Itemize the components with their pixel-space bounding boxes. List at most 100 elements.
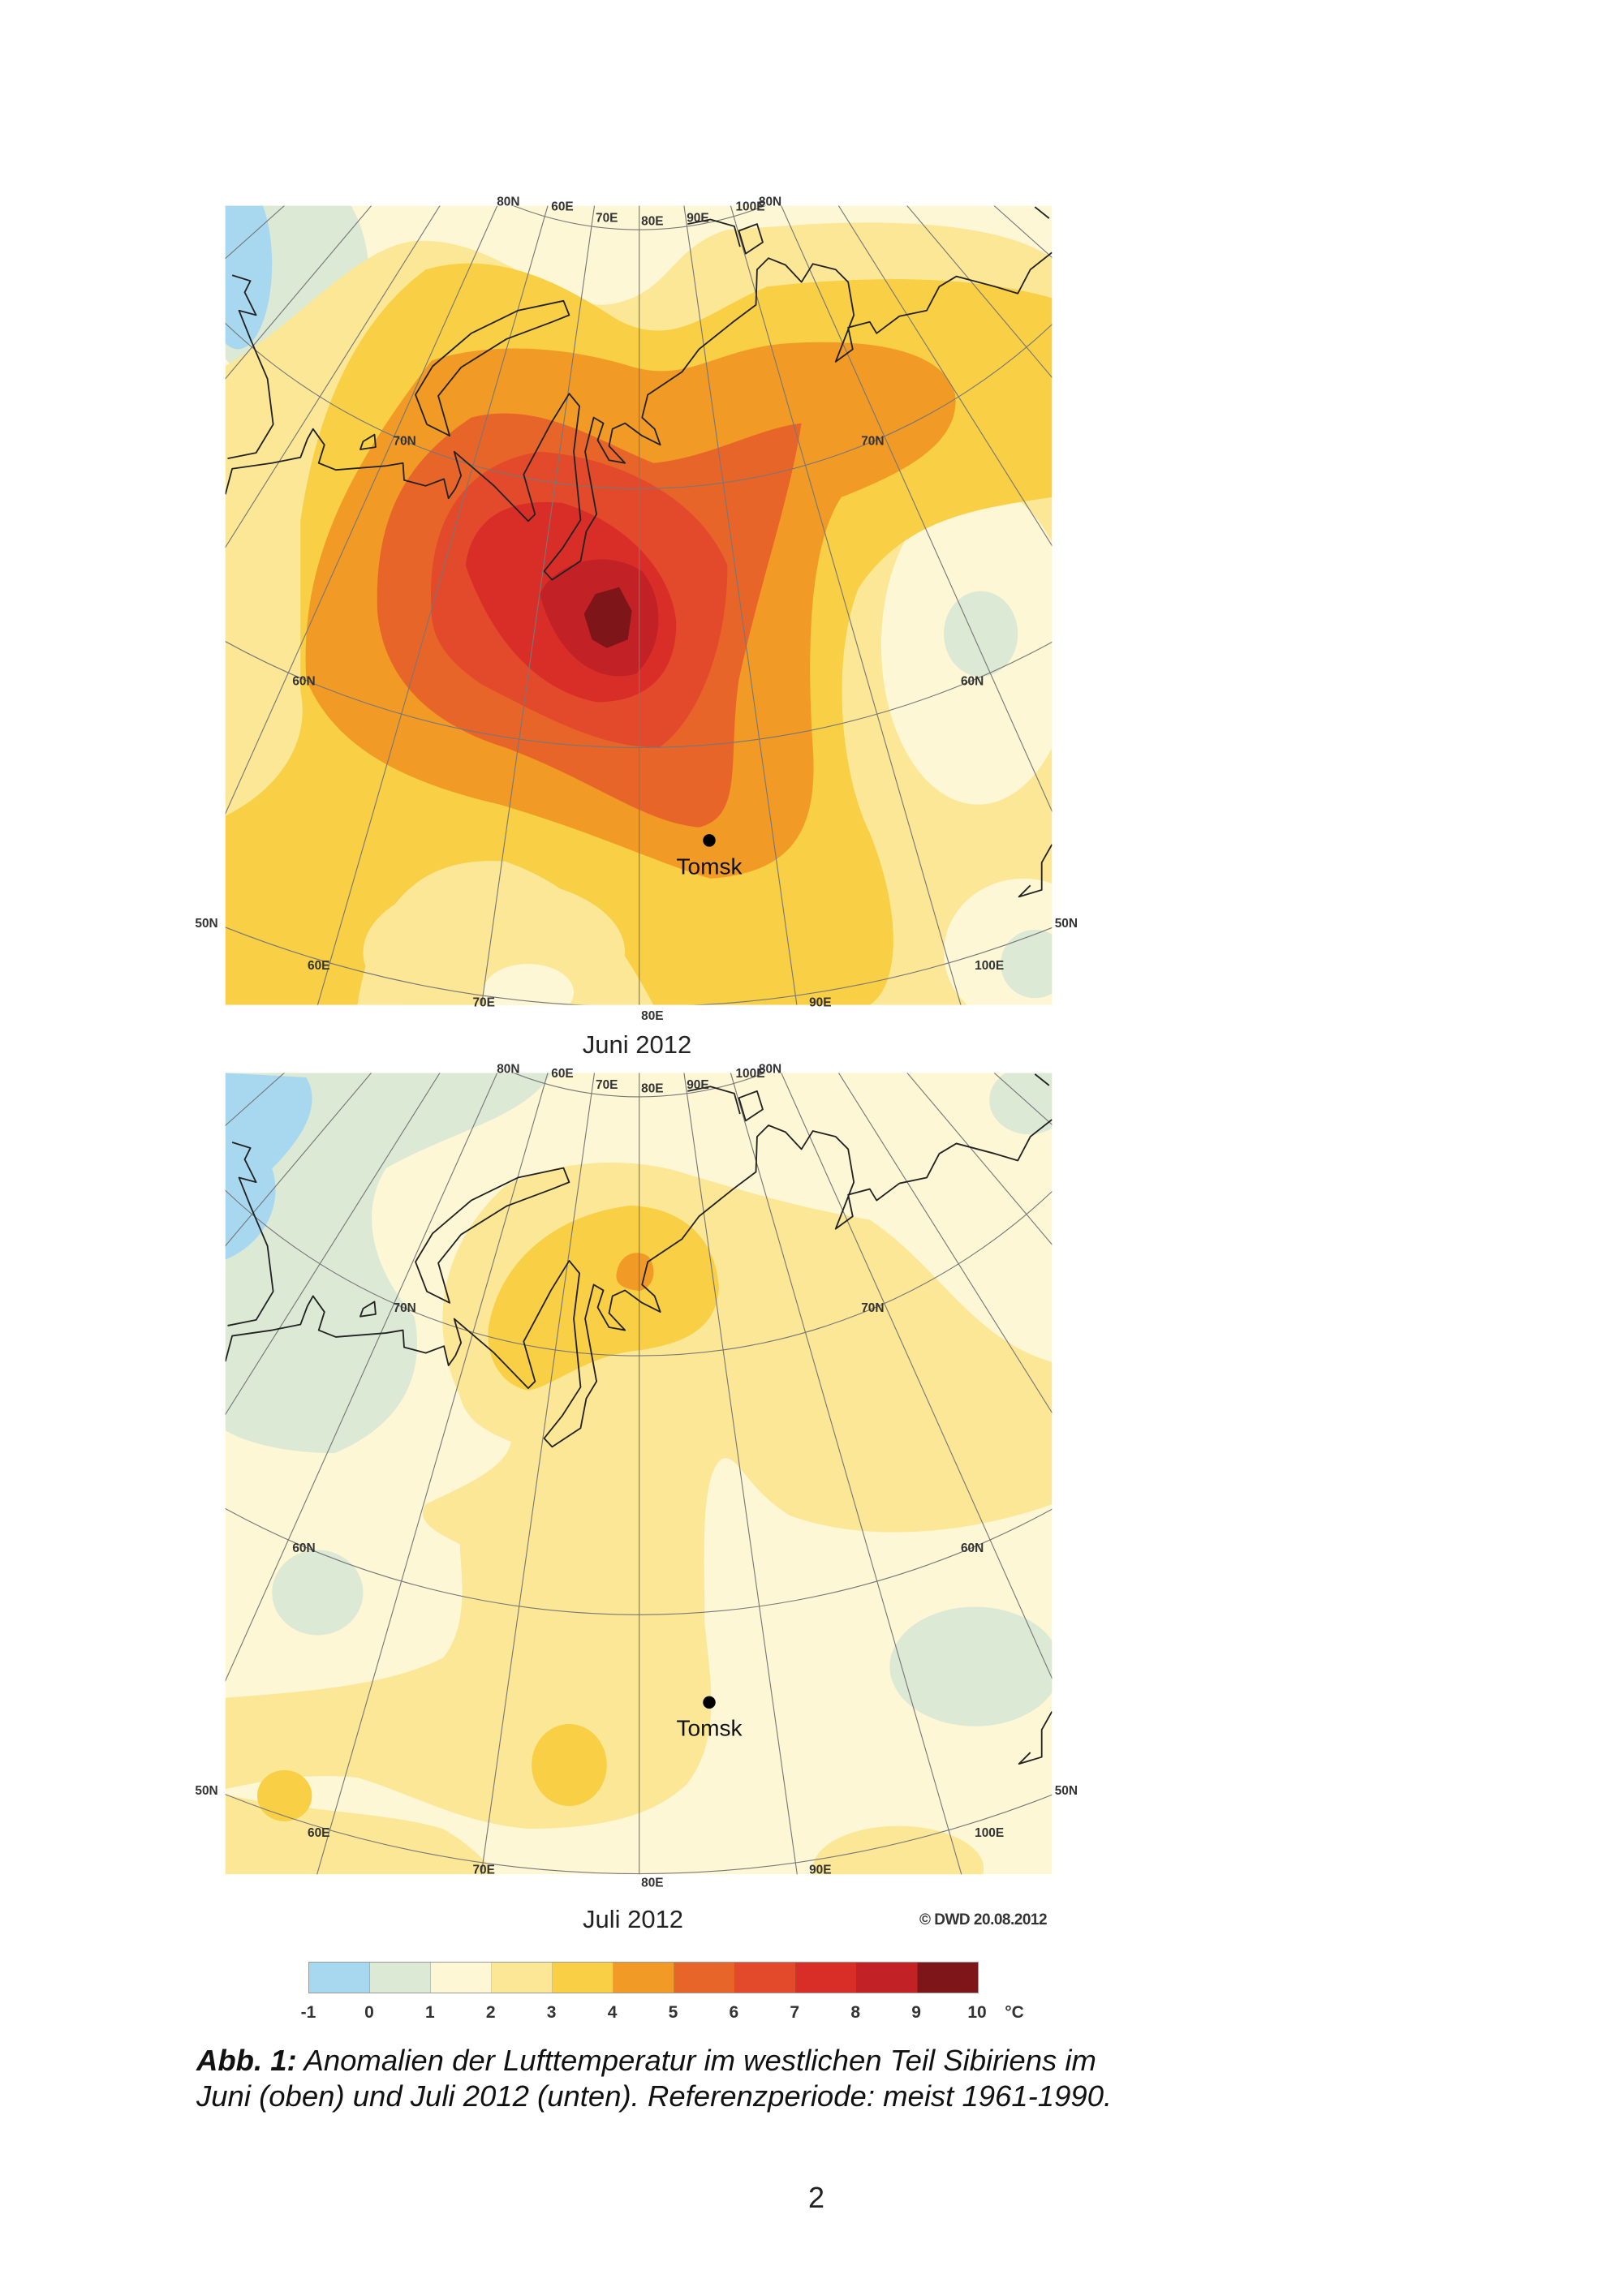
grid-label: 70E xyxy=(472,996,494,1010)
grid-label: 70E xyxy=(596,1078,618,1092)
coastline-segment xyxy=(738,1090,764,1122)
map-title-june: Juni 2012 xyxy=(582,1030,692,1059)
legend-tick-label: 3 xyxy=(546,2003,557,2022)
legend-swatch xyxy=(370,1963,431,1993)
caption-label: Abb. 1: xyxy=(196,2044,297,2077)
coastline-segment xyxy=(738,223,764,255)
field-neg xyxy=(225,205,273,350)
grid-label: 70E xyxy=(472,1864,494,1877)
coastline-segment xyxy=(227,1142,274,1326)
field-0-1 xyxy=(272,1550,364,1636)
grid-label: 70N xyxy=(394,1301,416,1315)
legend-tick-label: 9 xyxy=(911,2003,921,2022)
grid-label: 70N xyxy=(861,434,884,448)
grid-label: 60N xyxy=(292,674,315,688)
meridian-line xyxy=(480,205,596,1005)
grid-label: 60N xyxy=(961,1541,984,1555)
figure-caption: Abb. 1: Anomalien der Lufttemperatur im … xyxy=(196,2043,1112,2114)
graticule xyxy=(225,1073,1053,1875)
legend-tick-label: 5 xyxy=(668,2003,678,2022)
coastline-segment xyxy=(415,1167,570,1304)
temperature-field xyxy=(225,1073,1053,1875)
legend-swatch xyxy=(674,1963,735,1993)
meridian-line xyxy=(316,205,549,1005)
grid-label: 50N xyxy=(195,917,217,931)
legend-swatch xyxy=(553,1963,613,1993)
coastline-segment xyxy=(1034,206,1050,219)
grid-label: 80N xyxy=(497,1062,519,1076)
grid-label: 60E xyxy=(551,1067,573,1081)
coastline-segment xyxy=(225,252,1053,581)
map-july-2012: 80N 60E 70E 80E 90E 100E 80N 70N 70N 60N 60N 50N 50N… xyxy=(187,1055,1079,1947)
coastline-segment xyxy=(687,1086,741,1115)
grid-label: 100E xyxy=(735,1067,764,1081)
grid-label: 50N xyxy=(1055,917,1078,931)
caption-line-1: Abb. 1: Anomalien der Lufttemperatur im … xyxy=(196,2043,1112,2079)
copyright-notice: © DWD 20.08.2012 xyxy=(919,1911,1048,1928)
legend-swatch xyxy=(918,1963,978,1993)
coastline xyxy=(225,206,1053,898)
coastline-segment xyxy=(1018,1711,1053,1765)
meridian-line xyxy=(730,205,962,1005)
page-number: 2 xyxy=(808,2181,825,2214)
grid-label: 60N xyxy=(292,1541,315,1555)
grid-label: 60E xyxy=(308,959,329,973)
field-3-4 xyxy=(488,1205,719,1391)
meridian-line xyxy=(316,1073,549,1875)
caption-text-2: Juni (oben) und Juli 2012 (unten). Refer… xyxy=(196,2079,1113,2113)
legend-swatch xyxy=(857,1963,918,1993)
field-3-4 xyxy=(256,1769,312,1821)
parallel-line xyxy=(512,205,766,230)
grid-label: 100E xyxy=(735,200,764,213)
grid-label: 90E xyxy=(687,211,708,225)
grid-label: 60N xyxy=(961,674,984,688)
meridian-line xyxy=(683,1073,798,1875)
grid-label: 90E xyxy=(809,996,831,1010)
legend-tick-label: 4 xyxy=(607,2003,618,2022)
coastline-segment xyxy=(227,274,274,460)
grid-label: 80N xyxy=(497,196,519,209)
grid-label: 80N xyxy=(759,196,781,209)
city-label-tomsk: Tomsk xyxy=(676,853,743,879)
grid-label: 80E xyxy=(641,215,663,229)
legend-swatch xyxy=(735,1963,796,1993)
meridian-line xyxy=(781,1073,1053,1679)
legend-tick-label: -1 xyxy=(300,2003,316,2022)
meridian-line xyxy=(781,205,1053,813)
field-0-1 xyxy=(944,591,1018,677)
legend-tick-label: 2 xyxy=(485,2003,496,2022)
coastline-segment xyxy=(1034,1073,1050,1086)
legend-swatch xyxy=(796,1963,857,1993)
grid-label: 80E xyxy=(641,1009,663,1023)
grid-label: 80E xyxy=(641,1081,663,1095)
graticule xyxy=(225,205,1053,1005)
grid-label: 70E xyxy=(596,211,618,225)
grid-label: 90E xyxy=(687,1078,708,1092)
grid-label: 90E xyxy=(809,1864,831,1877)
coastline-segment xyxy=(687,218,741,247)
field-1-2 xyxy=(482,964,575,1005)
grid-label: 50N xyxy=(195,1784,217,1798)
legend-tick-label: 1 xyxy=(424,2003,435,2022)
field-0-1 xyxy=(1001,930,1053,999)
legend-swatch xyxy=(431,1963,492,1993)
city-label-tomsk: Tomsk xyxy=(676,1716,743,1741)
grid-label: 80N xyxy=(759,1062,781,1076)
grid-label: 100E xyxy=(975,959,1004,973)
field-2-3 xyxy=(812,1825,984,1875)
grid-label: 60E xyxy=(308,1826,329,1840)
caption-text-1: Anomalien der Lufttemperatur im westlich… xyxy=(296,2044,1096,2077)
coastline-segment xyxy=(415,299,570,437)
field-2-3 xyxy=(225,1162,1053,1829)
map-title-july: Juli 2012 xyxy=(582,1905,684,1933)
coastline xyxy=(225,1073,1053,1765)
field-9-10 xyxy=(583,587,632,648)
meridian-line xyxy=(225,205,498,815)
coastline-segment xyxy=(359,1301,377,1318)
meridian-line xyxy=(225,205,441,548)
